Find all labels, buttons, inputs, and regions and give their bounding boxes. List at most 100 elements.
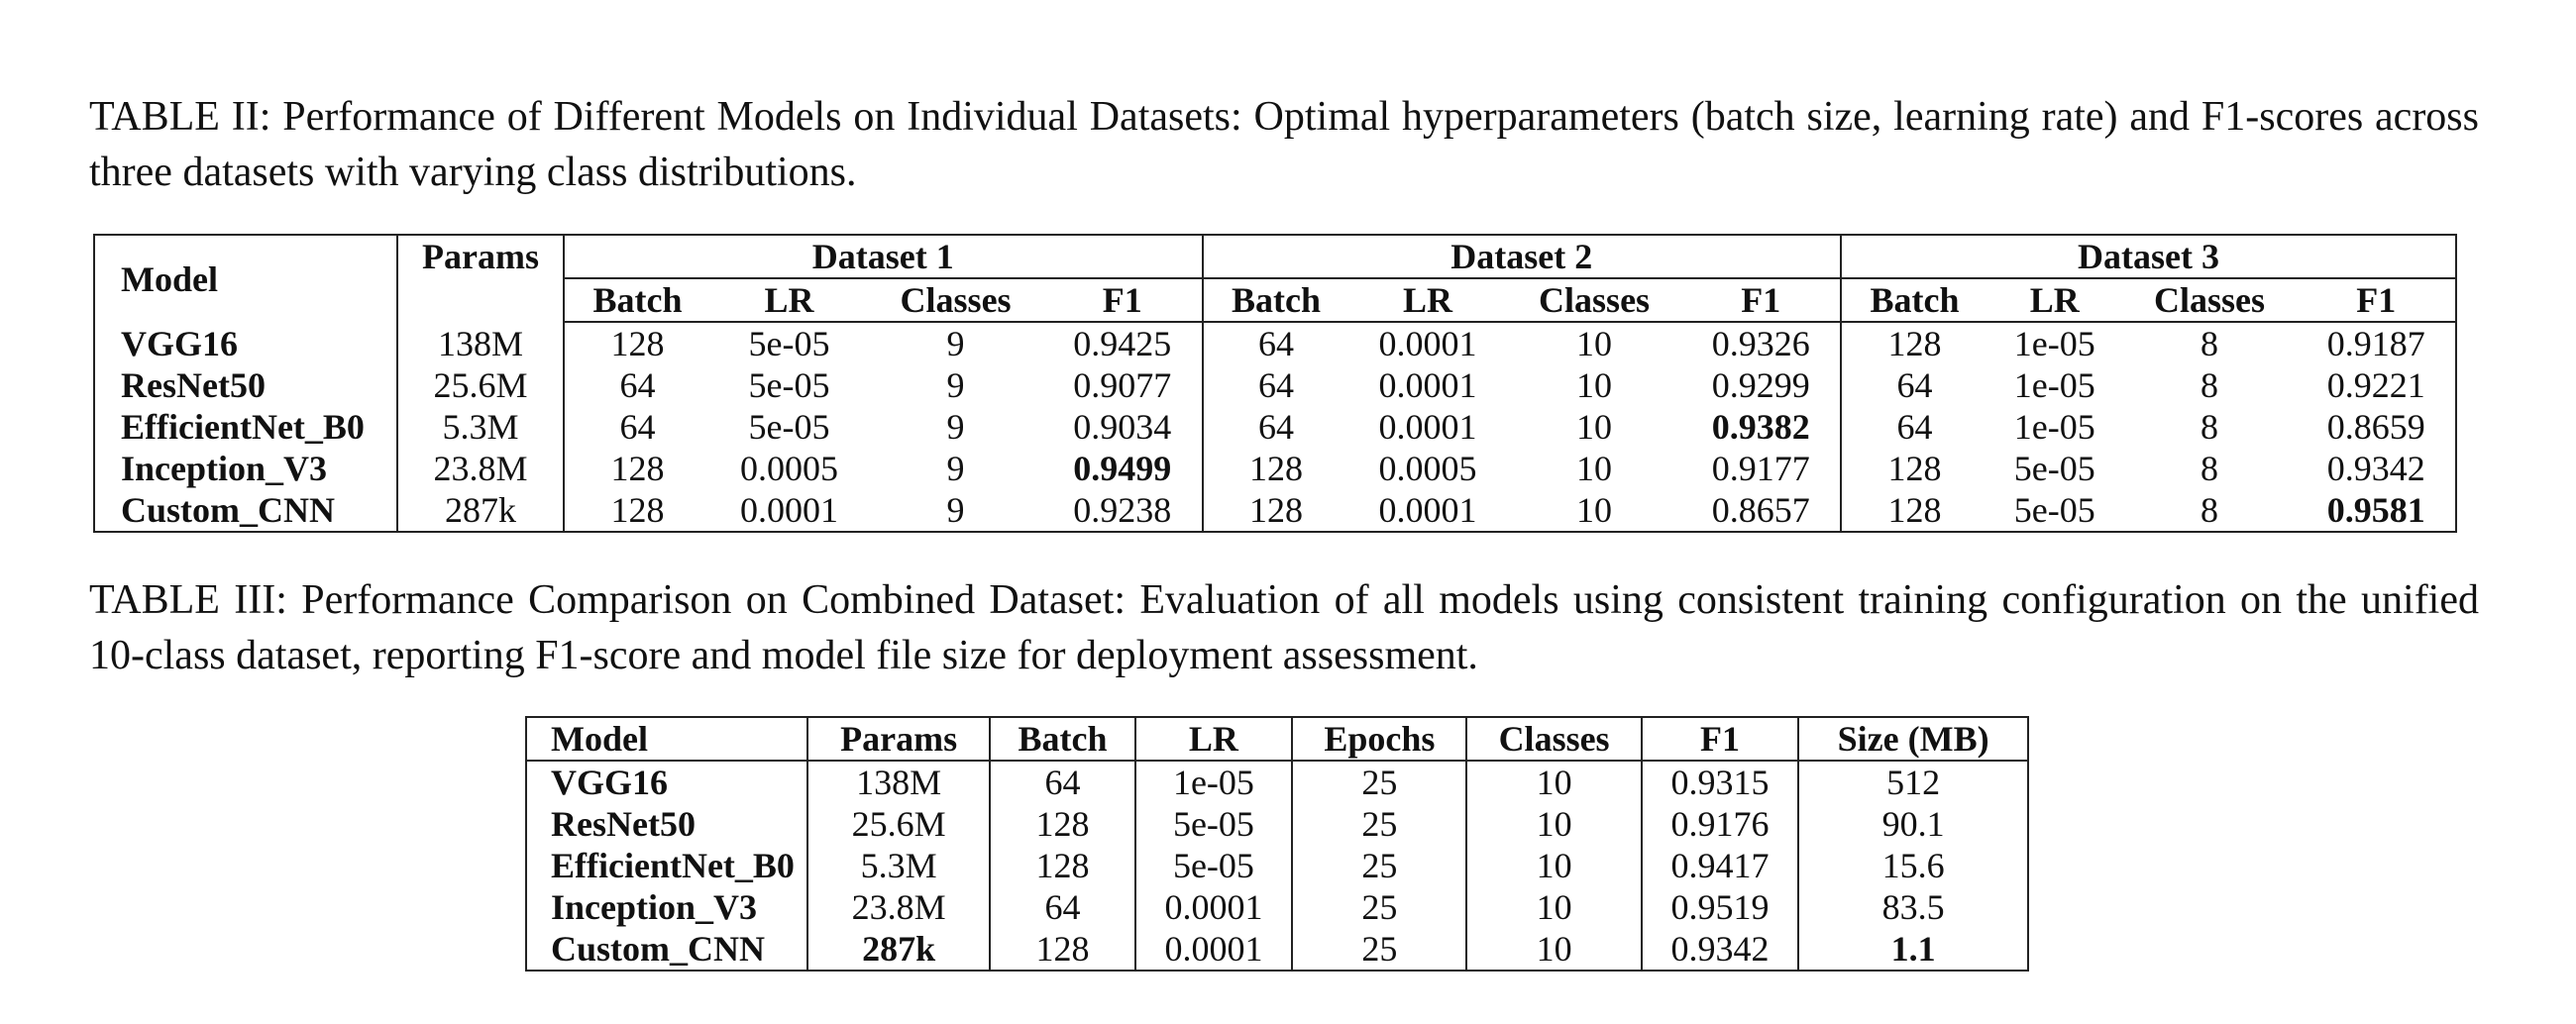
- classes-cell: 9: [946, 365, 965, 405]
- size-cell: 15.6: [1798, 845, 2029, 886]
- col-header-f1: F1: [1641, 717, 1800, 762]
- lr-cell: 5e-05: [748, 365, 830, 405]
- group-header-dataset-3: Dataset 3: [1841, 235, 2456, 279]
- col-header-f1: F1: [1043, 278, 1204, 323]
- f1-cell: 0.9187: [2326, 324, 2425, 363]
- params-cell: 25.6M: [807, 803, 992, 845]
- params-cell: 5.3M: [397, 406, 565, 448]
- lr-cell: 5e-05: [2013, 449, 2095, 488]
- col-header-batch: Batch: [1841, 278, 1987, 323]
- col-header-size: Size (MB): [1798, 717, 2029, 762]
- table-3: Model Params Batch LR Epochs Classes F1 …: [525, 716, 2029, 972]
- model-name: VGG16: [526, 761, 808, 803]
- col-header-params: Params: [397, 235, 565, 322]
- size-cell: 90.1: [1798, 803, 2029, 845]
- params-cell: 287k: [397, 489, 565, 532]
- col-header-lr: LR: [709, 278, 869, 323]
- lr-cell: 0.0001: [1378, 490, 1477, 530]
- classes-cell: 8: [2200, 324, 2218, 363]
- f1-cell: 0.9326: [1681, 322, 1843, 364]
- batch-cell: 128: [1887, 449, 1942, 488]
- params-cell: 25.6M: [397, 364, 565, 406]
- lr-cell: 0.0005: [740, 449, 838, 488]
- batch-cell: 128: [990, 845, 1136, 886]
- batch-cell: 64: [990, 886, 1136, 928]
- size-cell: 83.5: [1798, 886, 2029, 928]
- batch-cell: 64: [1896, 365, 1933, 405]
- classes-cell: 9: [946, 449, 965, 488]
- col-header-classes: Classes: [1466, 717, 1643, 762]
- classes-cell: 8: [2200, 407, 2218, 447]
- params-cell: 138M: [397, 322, 565, 364]
- lr-cell: 0.0001: [1378, 365, 1477, 405]
- params-cell: 23.8M: [807, 886, 992, 928]
- lr-cell: 0.0001: [1134, 886, 1294, 928]
- model-name: Custom_CNN: [526, 928, 808, 971]
- batch-cell: 128: [1887, 324, 1942, 363]
- batch-cell: 128: [990, 928, 1136, 971]
- f1-cell-best: 0.9382: [1681, 406, 1843, 448]
- classes-cell: 8: [2200, 449, 2218, 488]
- table-row: Inception_V3 23.8M 128 0.0005 9 0.9499 1…: [94, 448, 2456, 489]
- f1-cell: 0.8659: [2326, 407, 2425, 447]
- batch-cell: 128: [610, 490, 665, 530]
- classes-cell: 10: [1466, 803, 1643, 845]
- table-2: Model Params Dataset 1 Dataset 2 Dataset…: [93, 234, 2457, 533]
- f1-cell: 0.8657: [1681, 489, 1843, 532]
- batch-cell: 128: [1887, 490, 1942, 530]
- f1-cell: 0.9299: [1681, 364, 1843, 406]
- col-header-model: Model: [94, 235, 398, 322]
- batch-cell: 64: [1257, 407, 1294, 447]
- batch-cell: 128: [990, 803, 1136, 845]
- lr-cell: 1e-05: [2013, 324, 2095, 363]
- f1-cell: 0.9034: [1043, 406, 1204, 448]
- batch-cell: 128: [1248, 490, 1303, 530]
- f1-cell: 0.9221: [2326, 365, 2425, 405]
- table-row: Inception_V3 23.8M 64 0.0001 25 10 0.951…: [526, 886, 2029, 928]
- epochs-cell: 25: [1292, 803, 1468, 845]
- classes-cell: 8: [2200, 490, 2218, 530]
- lr-cell: 5e-05: [748, 407, 830, 447]
- size-cell-best: 1.1: [1798, 928, 2029, 971]
- group-header-dataset-2: Dataset 2: [1202, 235, 1842, 279]
- col-header-params: Params: [807, 717, 992, 762]
- epochs-cell: 25: [1292, 845, 1468, 886]
- lr-cell: 0.0005: [1378, 449, 1477, 488]
- size-cell: 512: [1798, 761, 2029, 803]
- col-header-model: Model: [526, 717, 808, 762]
- f1-cell: 0.9342: [2326, 449, 2425, 488]
- model-name: Inception_V3: [526, 886, 808, 928]
- table-row: EfficientNet_B0 5.3M 64 5e-05 9 0.9034 6…: [94, 406, 2456, 448]
- f1-cell: 0.9519: [1641, 886, 1800, 928]
- model-name: EfficientNet_B0: [94, 406, 398, 448]
- epochs-cell: 25: [1292, 928, 1468, 971]
- col-header-classes: Classes: [868, 278, 1044, 323]
- f1-cell: 0.9177: [1681, 448, 1843, 489]
- epochs-cell: 25: [1292, 761, 1468, 803]
- batch-cell: 64: [1257, 365, 1294, 405]
- classes-cell: 10: [1466, 761, 1643, 803]
- batch-cell: 128: [610, 324, 665, 363]
- col-header-batch: Batch: [990, 717, 1136, 762]
- classes-cell: 10: [1576, 449, 1613, 488]
- f1-cell: 0.9176: [1641, 803, 1800, 845]
- table-row: EfficientNet_B0 5.3M 128 5e-05 25 10 0.9…: [526, 845, 2029, 886]
- f1-cell: 0.9077: [1043, 364, 1204, 406]
- batch-cell: 128: [1248, 449, 1303, 488]
- batch-cell: 64: [990, 761, 1136, 803]
- batch-cell: 128: [610, 449, 665, 488]
- classes-cell: 10: [1576, 490, 1613, 530]
- lr-cell: 5e-05: [1134, 845, 1294, 886]
- batch-cell: 64: [619, 407, 656, 447]
- col-header-batch: Batch: [564, 278, 710, 323]
- lr-cell: 0.0001: [1378, 407, 1477, 447]
- lr-cell: 1e-05: [2013, 407, 2095, 447]
- classes-cell: 10: [1466, 886, 1643, 928]
- lr-cell: 0.0001: [740, 490, 838, 530]
- table-2-caption: TABLE II: Performance of Different Model…: [89, 94, 2479, 195]
- col-header-f1: F1: [1681, 278, 1843, 323]
- f1-cell: 0.9417: [1641, 845, 1800, 886]
- classes-cell: 10: [1576, 324, 1613, 363]
- classes-cell: 9: [946, 324, 965, 363]
- table-row: ResNet50 25.6M 64 5e-05 9 0.9077 64 0.00…: [94, 364, 2456, 406]
